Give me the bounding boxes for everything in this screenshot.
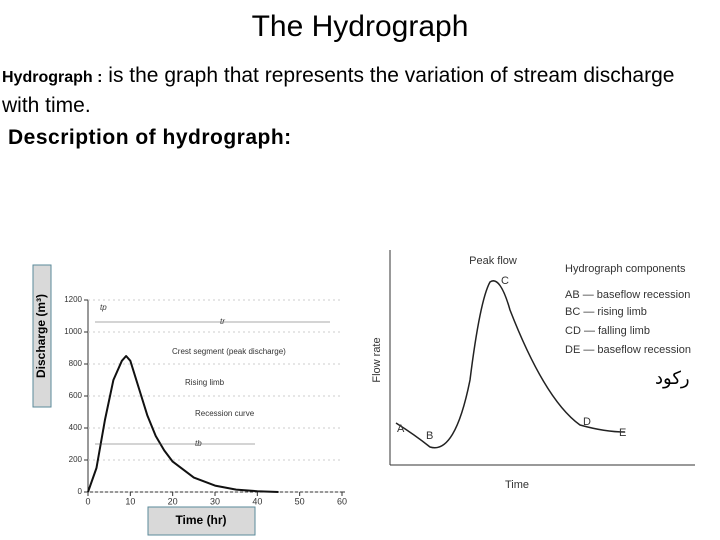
left-figure: Discharge (m³) Time (hr) 020040060080010… [32, 264, 347, 536]
x-label: Time (hr) [175, 513, 226, 527]
y-tick-label: 1200 [64, 295, 82, 304]
term: Hydrograph : [2, 69, 103, 86]
definition: Hydrograph : is the graph that represent… [2, 62, 692, 120]
point-label: B [426, 430, 433, 442]
component: DE — baseflow recession [565, 344, 691, 356]
x-tick-label: 10 [125, 496, 135, 506]
right-figure: Peak flow Flow rate Time Hydrograph comp… [371, 250, 695, 491]
x-tick-label: 60 [337, 496, 347, 506]
time-label: tb [195, 439, 202, 448]
component: BC — rising limb [565, 306, 647, 318]
annotation: Crest segment (peak discharge) [172, 347, 286, 356]
x-tick-label: 30 [210, 496, 220, 506]
slide-title: The Hydrograph [251, 10, 469, 43]
component: AB — baseflow recession [565, 289, 690, 301]
x-tick-label: 50 [295, 496, 305, 506]
y-label: Discharge (m³) [34, 294, 48, 378]
x-label: Time [505, 479, 529, 491]
annotation: Rising limb [185, 378, 225, 387]
y-tick-label: 600 [69, 391, 83, 400]
x-tick-label: 0 [85, 496, 90, 506]
hydrograph-curve [87, 355, 279, 493]
y-tick-label: 400 [69, 423, 83, 432]
point-label: D [583, 416, 591, 428]
x-tick-label: 40 [252, 496, 262, 506]
y-tick-label: 800 [69, 359, 83, 368]
y-tick-label: 200 [69, 455, 83, 464]
x-tick-label: 20 [168, 496, 178, 506]
y-label-box [32, 264, 52, 408]
side-note: ركود [655, 368, 690, 389]
point-label: A [397, 423, 405, 435]
component: CD — falling limb [565, 325, 650, 337]
time-label: tr [220, 317, 225, 326]
y-label: Flow rate [371, 337, 383, 382]
legend-title: Hydrograph components [565, 263, 686, 275]
annotation: Recession curve [195, 409, 255, 418]
point-label: E [619, 427, 626, 439]
y-tick-label: 0 [78, 487, 83, 496]
point-label: C [501, 275, 509, 287]
x-label-box [147, 506, 256, 536]
definition-text: is the graph that represents the variati… [2, 64, 675, 117]
subheading: Description of hydrograph: [8, 126, 292, 149]
y-tick-label: 1000 [64, 327, 82, 336]
peak-label: Peak flow [469, 255, 517, 267]
time-label: tp [100, 303, 107, 312]
hydrograph-curve [395, 280, 626, 449]
